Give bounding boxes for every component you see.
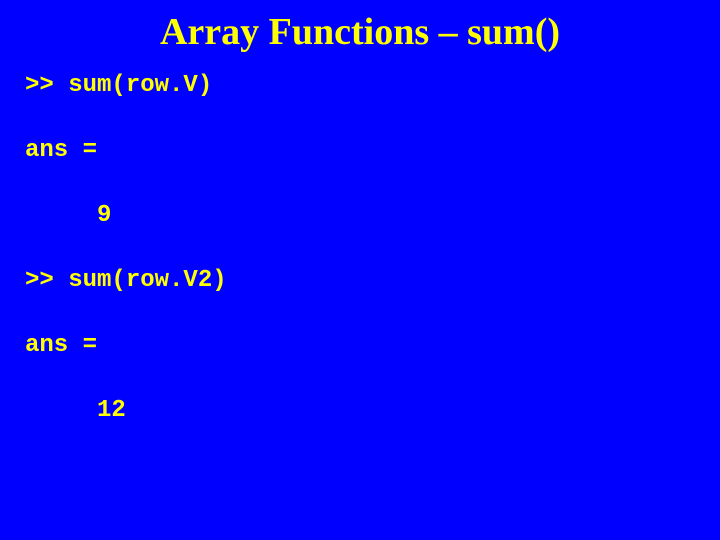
code-line: >> sum(row.V2) xyxy=(25,267,695,294)
code-line: >> sum(row.V) xyxy=(25,72,695,99)
slide-container: Array Functions – sum() >> sum(row.V) an… xyxy=(0,0,720,540)
code-block: >> sum(row.V) ans = 9 >> sum(row.V2) ans… xyxy=(25,72,695,424)
code-line: ans = xyxy=(25,332,695,359)
code-line: 12 xyxy=(25,397,695,424)
code-line: ans = xyxy=(25,137,695,164)
code-line: 9 xyxy=(25,202,695,229)
slide-title: Array Functions – sum() xyxy=(85,10,635,54)
